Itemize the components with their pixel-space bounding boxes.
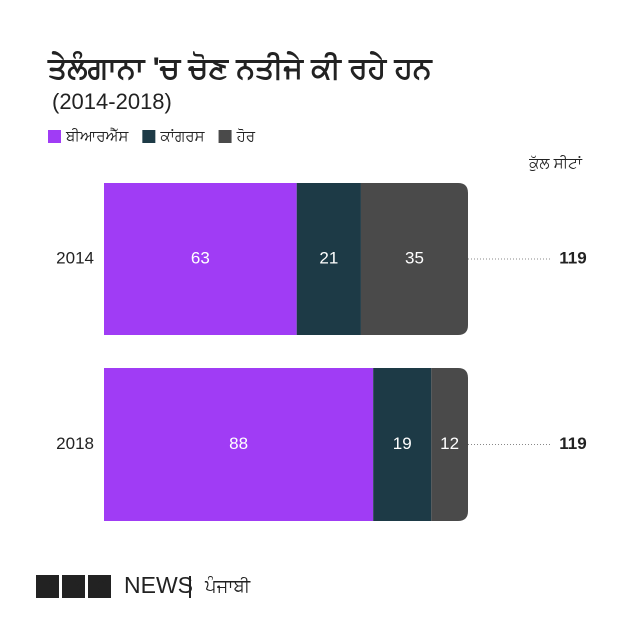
totals-label: ਕੁੱਲ ਸੀਟਾਂ	[528, 155, 583, 172]
y-tick-label: 2014	[56, 248, 94, 267]
value-label: 88	[229, 434, 248, 453]
bbc-block	[62, 575, 85, 598]
bar-segment	[296, 183, 361, 335]
bar-segment	[360, 183, 468, 335]
legend-label: ਬੀਆਰਐੱਸ	[65, 128, 129, 145]
legend-label: ਕਾਂਗਰਸ	[159, 128, 205, 145]
bbc-block	[88, 575, 111, 598]
value-label: 21	[319, 248, 338, 267]
value-label: 63	[191, 248, 210, 267]
chart-subtitle: (2014-2018)	[52, 89, 172, 114]
chart-title: ਤੇਲੰਗਾਨਾ 'ਚ ਚੋਣ ਨਤੀਜੇ ਕੀ ਰਹੇ ਹਨ	[47, 51, 433, 85]
total-label: 119	[559, 434, 586, 453]
value-label: 19	[393, 434, 412, 453]
bar-segment	[104, 183, 297, 335]
legend-swatch	[142, 130, 156, 143]
legend-label: ਹੋਰ	[236, 128, 256, 145]
y-tick-label: 2018	[56, 434, 94, 453]
legend-swatch	[48, 130, 61, 143]
value-label: 35	[405, 248, 424, 267]
bar-segment	[373, 368, 432, 521]
footer-language: ਪੰਜਾਬੀ	[204, 576, 251, 596]
bbc-letters: BBC	[41, 576, 121, 596]
bar-segment	[104, 368, 374, 521]
legend-swatch	[218, 130, 232, 143]
bbc-block	[36, 575, 59, 598]
total-label: 119	[559, 248, 586, 267]
bar-segment	[431, 368, 468, 521]
value-label: 12	[440, 434, 459, 453]
footer: BBC NEWS ਪੰਜਾਬੀ	[36, 572, 251, 598]
footer-news: NEWS	[124, 572, 193, 598]
bbc-logo: BBC	[36, 575, 121, 598]
